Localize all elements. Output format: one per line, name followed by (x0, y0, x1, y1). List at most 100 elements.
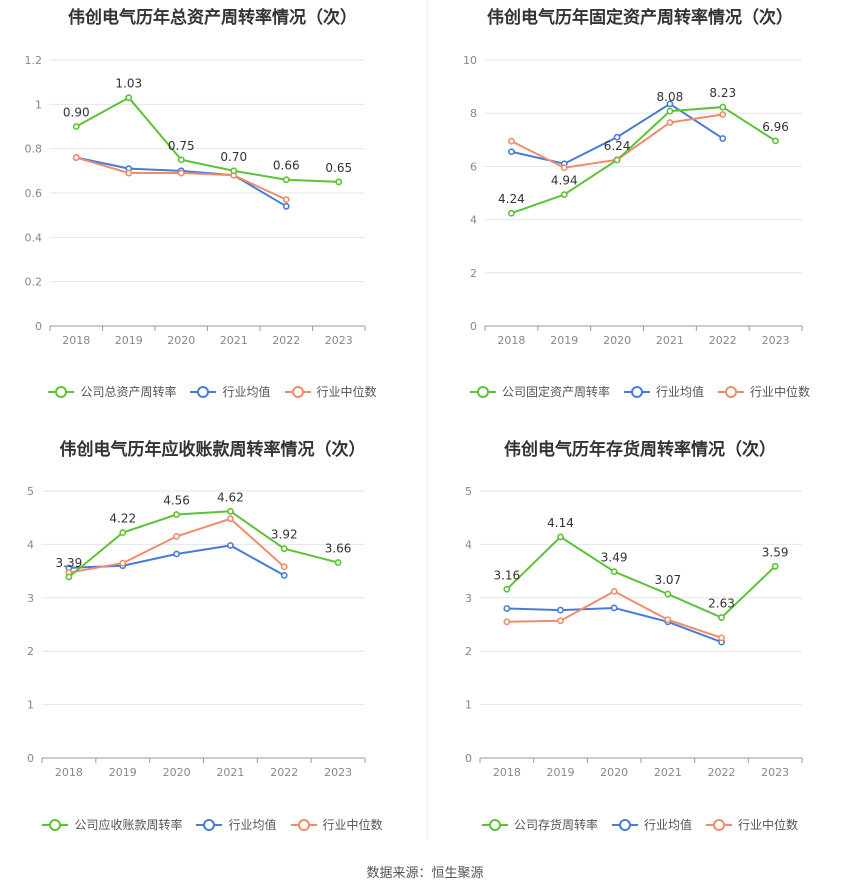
data-point[interactable] (719, 111, 727, 118)
data-point[interactable] (119, 529, 127, 537)
legend-item-industry-median[interactable]: 行业中位数 (284, 383, 377, 400)
legend-item-company[interactable]: 公司固定资产周转率 (469, 383, 610, 400)
data-point[interactable] (282, 202, 290, 210)
legend-line-icon (611, 818, 638, 831)
data-point[interactable] (508, 137, 515, 145)
data-point[interactable] (280, 563, 288, 571)
data-point[interactable] (173, 550, 180, 558)
data-point[interactable] (503, 618, 511, 626)
data-point[interactable] (664, 616, 672, 624)
data-label: 0.70 (220, 150, 247, 164)
data-point[interactable] (610, 587, 618, 595)
chart-legend: 公司总资产周转率 行业均值 行业中位数 (0, 383, 425, 400)
data-point[interactable] (227, 542, 234, 549)
chart-panel-receivables-turnover: 伟创电气历年应收账款周转率情况（次） 0 1 2 3 4 5 2018 2019 2020 202… (0, 432, 425, 852)
legend-item-industry-avg[interactable]: 行业均值 (611, 816, 692, 833)
data-point[interactable] (227, 515, 234, 523)
series-line-company (506, 535, 776, 619)
data-point[interactable] (613, 156, 621, 164)
y-tick-label: 5 (27, 485, 34, 498)
chart-legend: 公司固定资产周转率 行业均值 行业中位数 (430, 383, 850, 400)
data-point[interactable] (72, 154, 80, 161)
data-point[interactable] (119, 559, 127, 567)
chart-legend: 公司应收账款周转率 行业均值 行业中位数 (0, 816, 425, 833)
data-point[interactable] (334, 559, 342, 566)
data-label: 1.03 (115, 77, 142, 91)
data-point[interactable] (719, 103, 727, 111)
x-tick-label: 2018 (497, 334, 525, 347)
data-point[interactable] (177, 156, 185, 164)
legend-item-company[interactable]: 公司总资产周转率 (48, 383, 176, 400)
data-point[interactable] (503, 585, 511, 593)
data-label: 8.08 (657, 90, 684, 104)
line-chart: 0 1 2 3 4 5 2018 2019 2020 2021 2022 2023 3.16 4.14 3.… (465, 485, 803, 779)
data-point[interactable] (280, 545, 288, 553)
series-line-company (68, 510, 339, 578)
y-tick-label: 3 (465, 592, 472, 605)
data-label: 4.22 (109, 512, 136, 526)
legend-item-industry-median[interactable]: 行业中位数 (718, 383, 810, 400)
data-point[interactable] (613, 133, 621, 141)
x-tick-label: 2023 (761, 766, 789, 779)
legend-item-industry-avg[interactable]: 行业均值 (623, 383, 704, 400)
legend-item-company[interactable]: 公司存货周转率 (481, 816, 598, 833)
data-point[interactable] (610, 604, 618, 612)
data-point[interactable] (227, 507, 234, 515)
x-tick-label: 2022 (270, 766, 298, 779)
chart-title: 伟创电气历年固定资产周转率情况（次） (487, 8, 793, 28)
data-label: 3.39 (56, 556, 83, 570)
x-tick-label: 2018 (493, 766, 521, 779)
data-point[interactable] (503, 605, 511, 612)
data-point[interactable] (173, 532, 180, 540)
legend-item-industry-median[interactable]: 行业中位数 (290, 816, 383, 833)
y-tick-label: 0 (27, 752, 34, 765)
data-label: 4.14 (547, 516, 574, 530)
line-chart: 0 0.2 0.4 0.6 0.8 1 1.2 2018 2019 2020 2021 2022 202… (25, 54, 366, 347)
data-point[interactable] (508, 148, 515, 156)
data-point[interactable] (72, 123, 80, 130)
legend-item-industry-avg[interactable]: 行业均值 (196, 816, 277, 833)
data-point[interactable] (280, 571, 288, 579)
data-point[interactable] (718, 614, 725, 621)
data-point[interactable] (560, 191, 568, 198)
data-point[interactable] (610, 568, 618, 576)
x-tick-label: 2018 (55, 766, 83, 779)
x-tick-label: 2022 (708, 766, 736, 779)
data-point[interactable] (718, 634, 725, 642)
data-point[interactable] (335, 178, 343, 186)
chart-legend: 公司存货周转率 行业均值 行业中位数 (430, 816, 850, 833)
legend-item-industry-median[interactable]: 行业中位数 (706, 816, 798, 833)
data-point[interactable] (666, 119, 674, 126)
data-point[interactable] (666, 100, 674, 108)
data-point[interactable] (560, 164, 568, 172)
data-point[interactable] (230, 167, 238, 175)
data-point[interactable] (282, 196, 290, 204)
x-tick-label: 2020 (603, 334, 631, 347)
data-point[interactable] (771, 562, 779, 570)
data-point[interactable] (508, 209, 515, 217)
data-point[interactable] (125, 169, 133, 177)
data-point[interactable] (125, 94, 133, 102)
series-line-company (75, 96, 339, 183)
data-point[interactable] (557, 606, 564, 614)
x-tick-label: 2023 (324, 766, 352, 779)
y-tick-label: 4 (27, 538, 34, 551)
data-point[interactable] (65, 573, 73, 581)
legend-label: 公司固定资产周转率 (501, 385, 610, 399)
data-point[interactable] (666, 107, 674, 115)
data-label: 3.92 (271, 528, 298, 542)
data-point[interactable] (557, 533, 564, 541)
legend-item-company[interactable]: 公司应收账款周转率 (42, 816, 182, 833)
data-point[interactable] (772, 137, 779, 145)
legend-item-industry-avg[interactable]: 行业均值 (190, 383, 271, 400)
data-point[interactable] (282, 176, 290, 184)
data-label: 0.90 (63, 106, 90, 120)
data-point[interactable] (664, 590, 672, 598)
data-point[interactable] (719, 135, 727, 142)
y-tick-label: 0.6 (25, 187, 43, 200)
data-point[interactable] (173, 511, 180, 518)
x-tick-label: 2022 (272, 334, 300, 347)
x-tick-label: 2019 (109, 766, 137, 779)
data-point[interactable] (557, 617, 564, 625)
data-point[interactable] (177, 169, 185, 177)
